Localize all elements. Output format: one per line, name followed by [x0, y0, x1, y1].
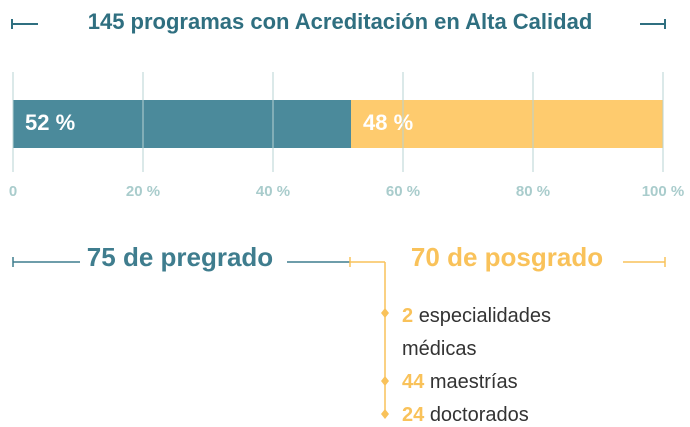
value-label: 52 %: [25, 110, 75, 135]
grid: [12, 72, 664, 172]
x-tick-label: 20 %: [126, 183, 160, 200]
pregrado-rule: [12, 257, 350, 267]
item: 24 doctorados: [402, 399, 602, 427]
x-tick-label: 40 %: [256, 183, 290, 200]
bar-segment: [13, 100, 351, 148]
group-label: 75 de pregrado: [87, 242, 273, 272]
posgrado-rule: [349, 257, 666, 419]
group-label: 70 de posgrado: [411, 242, 603, 272]
item: 44 maestrías: [402, 366, 602, 399]
x-tick-label: 0: [9, 183, 17, 200]
x-tick-label: 100 %: [642, 183, 685, 200]
item-number: 44: [402, 371, 425, 393]
value-label: 48 %: [363, 110, 413, 135]
item-text: maestrías: [429, 371, 518, 393]
x-tick-label: 60 %: [386, 183, 420, 200]
x-tick-label: 80 %: [516, 183, 550, 200]
item-number: 24: [402, 404, 425, 426]
item-text: especialidades médicas: [402, 305, 552, 360]
chart-title: 145 programas con Acreditación en Alta C…: [88, 9, 593, 34]
item-number: 2: [402, 305, 414, 327]
item-list: 2 especialidades médicas 44 maestrías 24 d…: [402, 300, 602, 427]
item: 2 especialidades médicas: [402, 300, 602, 366]
item-text: doctorados: [429, 404, 529, 426]
title-rule: [11, 19, 666, 29]
